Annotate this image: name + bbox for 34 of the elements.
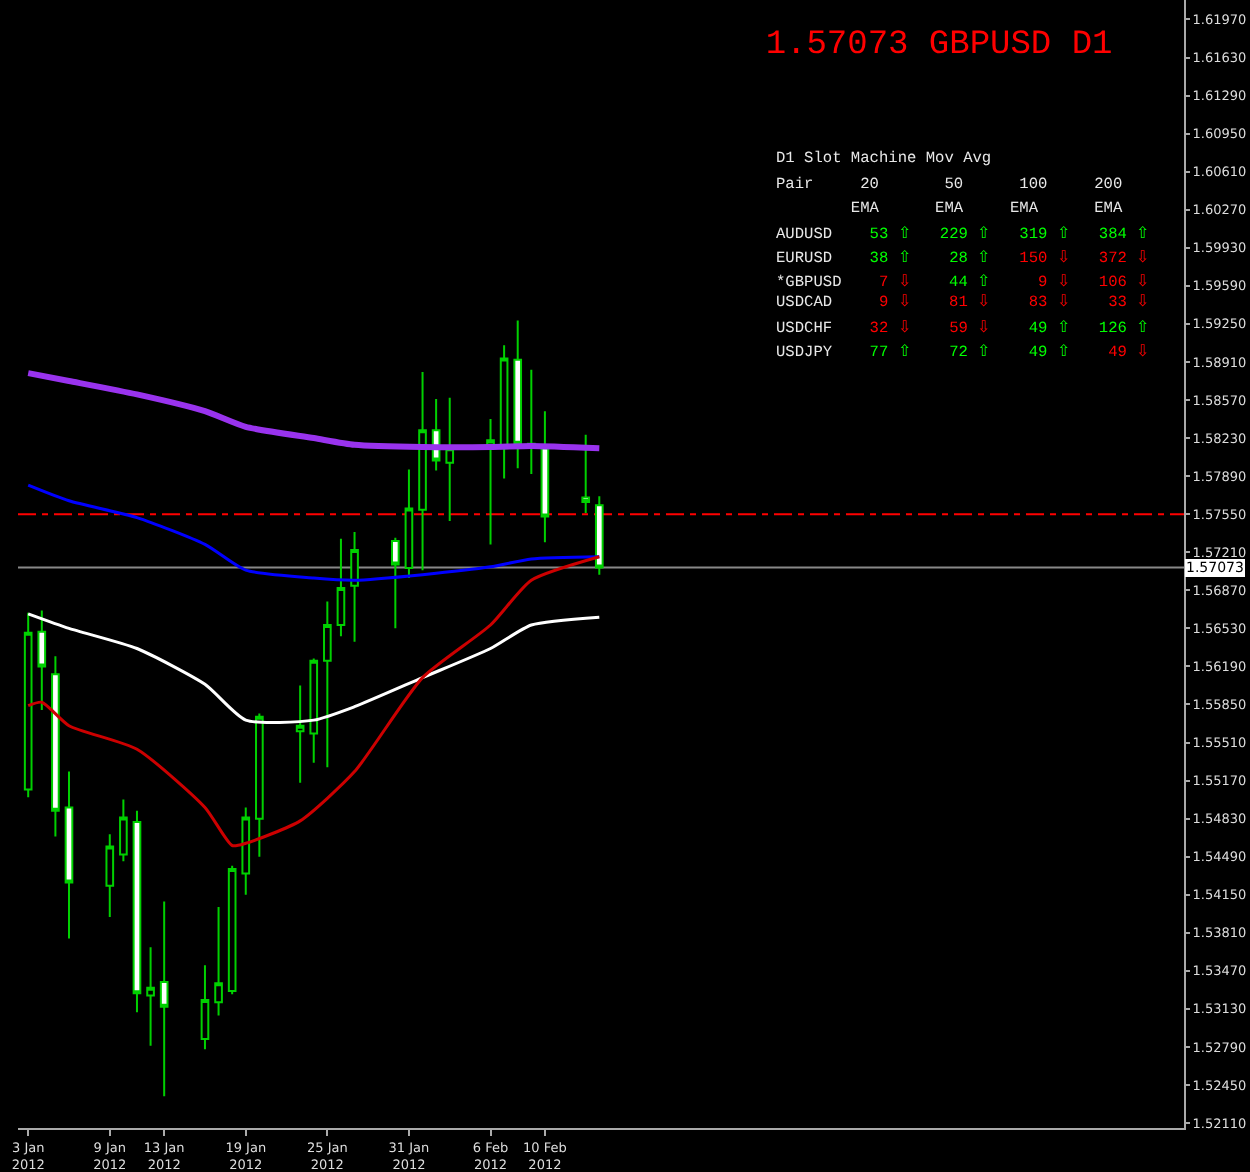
candlestick — [159, 900, 169, 1098]
candlestick — [214, 906, 223, 1017]
candlestick — [486, 418, 495, 546]
candlestick — [295, 684, 305, 784]
line-series — [26, 612, 601, 724]
candlestick — [200, 964, 210, 1051]
candlestick — [105, 833, 115, 919]
candlestick — [64, 770, 74, 940]
candlestick — [526, 368, 536, 475]
candlestick — [499, 344, 509, 480]
candlestick — [255, 712, 264, 858]
candlestick — [146, 946, 155, 1047]
candlestick — [404, 468, 414, 579]
candlestick — [23, 611, 33, 799]
candlestick — [350, 531, 359, 643]
candlestick — [51, 655, 60, 838]
candlestick — [513, 319, 523, 470]
candlestick — [241, 806, 251, 896]
candlestick — [540, 410, 550, 544]
line-series — [26, 483, 601, 582]
candlestick — [418, 371, 427, 572]
candlestick — [336, 537, 346, 638]
candlestick — [132, 809, 142, 1014]
line-series — [26, 555, 601, 847]
candlestick — [227, 864, 237, 996]
line-series — [25, 370, 603, 452]
candlestick — [594, 495, 604, 576]
candlestick — [309, 657, 319, 764]
candlestick — [391, 536, 400, 630]
candlestick — [445, 396, 455, 522]
text: 1.57073 GBPUSD D1 — [765, 26, 1113, 65]
candlestick — [119, 798, 128, 863]
candlestick — [581, 433, 591, 515]
candlestick — [323, 600, 332, 769]
